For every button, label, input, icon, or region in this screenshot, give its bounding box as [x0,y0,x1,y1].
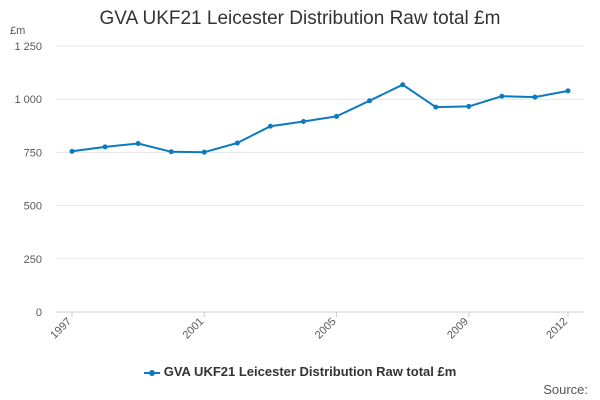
data-point[interactable] [466,103,472,109]
y-tick-label: 1 000 [14,94,42,106]
series-layer [69,82,571,155]
x-tick-label: 2001 [181,316,207,342]
chart-title: GVA UKF21 Leicester Distribution Raw tot… [99,8,501,29]
data-point[interactable] [201,149,207,155]
y-tick-label: 500 [24,201,42,213]
y-tick-label: 0 [36,307,42,319]
y-tick-label: 250 [24,254,42,266]
data-point[interactable] [367,98,373,104]
legend[interactable]: GVA UKF21 Leicester Distribution Raw tot… [0,364,600,379]
axes: 0 250 500 750 1 000 1 250 £m 1997 2001 2005 2009 20… [10,25,584,341]
data-point[interactable] [499,93,505,99]
source-label: Source: [543,382,588,397]
data-point[interactable] [565,88,571,94]
data-point[interactable] [234,140,240,146]
data-point[interactable] [168,149,174,155]
series-line [71,83,569,154]
legend-swatch [143,368,160,378]
data-point[interactable] [267,123,273,129]
y-tick-label: 750 [24,147,42,159]
y-axis-unit-label: £m [10,25,25,37]
data-point[interactable] [433,104,439,110]
data-point[interactable] [300,119,306,125]
y-tick-label: 1 250 [14,41,42,53]
legend-label: GVA UKF21 Leicester Distribution Raw tot… [163,364,457,379]
data-point[interactable] [69,148,75,154]
data-point[interactable] [102,144,108,150]
x-tick-label: 1997 [48,316,74,342]
x-tick-label: 2009 [445,316,471,342]
data-point[interactable] [400,82,406,88]
data-point[interactable] [334,113,340,119]
data-point[interactable] [135,140,141,146]
x-tick-label: 2005 [313,316,339,342]
x-tick-label: 2012 [544,316,570,342]
data-point[interactable] [532,94,538,100]
grid [56,45,584,313]
